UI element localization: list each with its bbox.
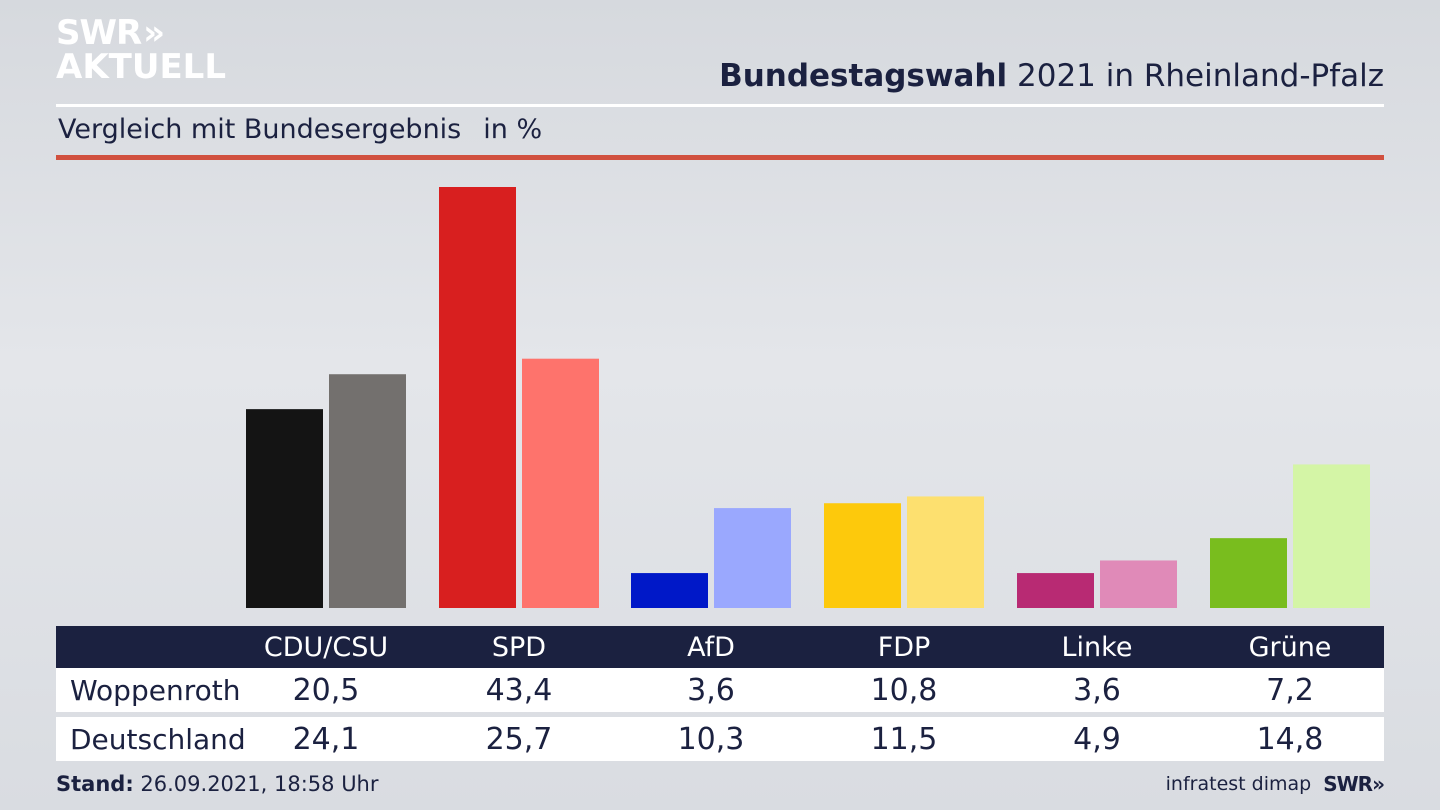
table-cell: 7,2: [1266, 672, 1314, 708]
table-cell: 3,6: [687, 672, 735, 708]
swr-brand-logo: SWR»: [1323, 772, 1385, 796]
table-cell: 14,8: [1256, 721, 1324, 757]
logo-swr: SWR: [56, 13, 142, 53]
table-cell: 25,7: [485, 721, 553, 757]
table-cell: 4,9: [1073, 721, 1121, 757]
logo-aktuell: AKTUELL: [56, 47, 227, 87]
stand-value: 26.09.2021, 18:58 Uhr: [140, 772, 379, 796]
column-header: CDU/CSU: [263, 631, 389, 663]
bar-gr-ne-woppenroth: [1210, 538, 1287, 608]
bar-cdu-csu-deutschland: [329, 374, 406, 608]
bar-chart: [246, 187, 1370, 608]
results-table: CDU/CSU SPD AfD FDP Linke Grüne Woppenroth 20…: [56, 626, 1384, 761]
header-divider: [56, 104, 1384, 107]
bar-linke-deutschland: [1100, 560, 1177, 608]
bar-spd-woppenroth: [439, 187, 516, 608]
chart-subtitle: Vergleich mit Bundesergebnis in %: [58, 114, 542, 145]
table-header: CDU/CSU SPD AfD FDP Linke Grüne: [56, 626, 1384, 668]
stand-label: Stand:: [56, 772, 134, 796]
table-cell: 11,5: [870, 721, 938, 757]
row-label: Deutschland: [70, 722, 246, 756]
subtitle-text: Vergleich mit Bundesergebnis: [58, 114, 462, 145]
column-header: SPD: [491, 631, 547, 663]
logo-chevrons-icon: »: [143, 13, 165, 53]
bar-linke-woppenroth: [1017, 573, 1094, 608]
subtitle-unit: in %: [483, 114, 543, 145]
bar-afd-deutschland: [714, 508, 791, 608]
table-cell: 20,5: [292, 672, 360, 708]
table-cell: 10,3: [677, 721, 745, 757]
bar-gr-ne-deutschland: [1293, 464, 1370, 608]
table-row: Deutschland 24,1 25,7 10,3 11,5 4,9 14,8: [56, 717, 1384, 761]
table-row: Woppenroth 20,5 43,4 3,6 10,8 3,6 7,2: [56, 668, 1384, 712]
chart-title-bold: Bundestagswahl: [719, 58, 1008, 94]
table-cell: 3,6: [1073, 672, 1121, 708]
chart-title: Bundestagswahl 2021 in Rheinland-Pfalz: [719, 58, 1384, 94]
column-header: Linke: [1061, 631, 1133, 663]
chart-title-rest: 2021 in Rheinland-Pfalz: [1017, 58, 1384, 94]
bar-spd-deutschland: [522, 358, 599, 608]
bar-afd-woppenroth: [631, 573, 708, 608]
column-header: AfD: [687, 631, 735, 663]
table-cell: 10,8: [870, 672, 938, 708]
timestamp: Stand: 26.09.2021, 18:58 Uhr: [56, 772, 379, 796]
source-label: infratest dimap: [1165, 773, 1312, 795]
column-header: Grüne: [1248, 631, 1332, 663]
accent-divider: [56, 155, 1384, 160]
table-cell: 24,1: [292, 721, 360, 757]
bar-fdp-woppenroth: [824, 503, 901, 608]
swr-aktuell-logo: SWR» AKTUELL: [56, 16, 226, 84]
row-label: Woppenroth: [70, 673, 241, 707]
source-credit: infratest dimap SWR»: [1165, 772, 1385, 796]
bar-cdu-csu-woppenroth: [246, 409, 323, 608]
table-cell: 43,4: [485, 672, 553, 708]
column-header: FDP: [877, 631, 931, 663]
bar-fdp-deutschland: [907, 496, 984, 608]
